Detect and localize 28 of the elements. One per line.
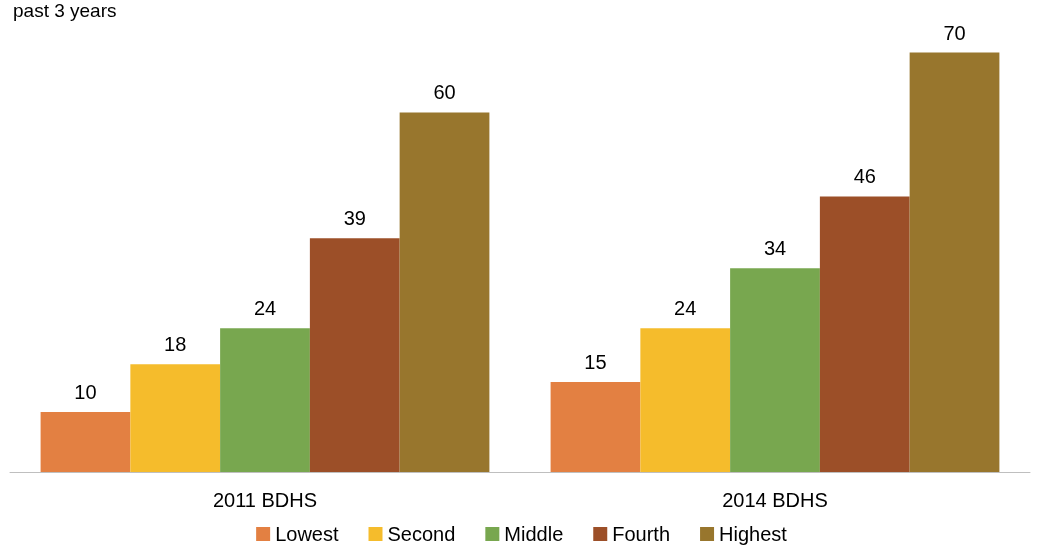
data-label: 24	[674, 297, 697, 320]
bar	[909, 52, 1000, 472]
data-label: 34	[763, 237, 787, 260]
chart-title: past 3 years	[13, 0, 117, 21]
data-label: 60	[433, 81, 456, 104]
bar	[309, 238, 400, 472]
legend-label: Lowest	[275, 523, 339, 545]
legend-label: Second	[387, 523, 456, 545]
legend-label: Highest	[719, 523, 788, 545]
data-label: 39	[343, 207, 366, 230]
bar	[130, 364, 221, 472]
data-label: 18	[164, 333, 187, 356]
bar	[640, 328, 731, 472]
x-tick-label: 2014 BDHS	[722, 489, 828, 511]
data-label: 24	[253, 297, 277, 320]
bar	[399, 112, 490, 472]
bar	[220, 328, 310, 472]
bar	[550, 382, 641, 472]
legend-label: Fourth	[612, 523, 671, 545]
bar	[40, 412, 131, 472]
data-label: 70	[943, 21, 966, 44]
data-label: 10	[74, 381, 97, 404]
data-label: 46	[853, 165, 876, 188]
data-label: 15	[584, 351, 607, 374]
bar	[819, 196, 910, 472]
legend-label: Middle	[504, 523, 564, 545]
bar	[730, 268, 820, 472]
x-tick-label: 2011 BDHS	[212, 489, 318, 511]
